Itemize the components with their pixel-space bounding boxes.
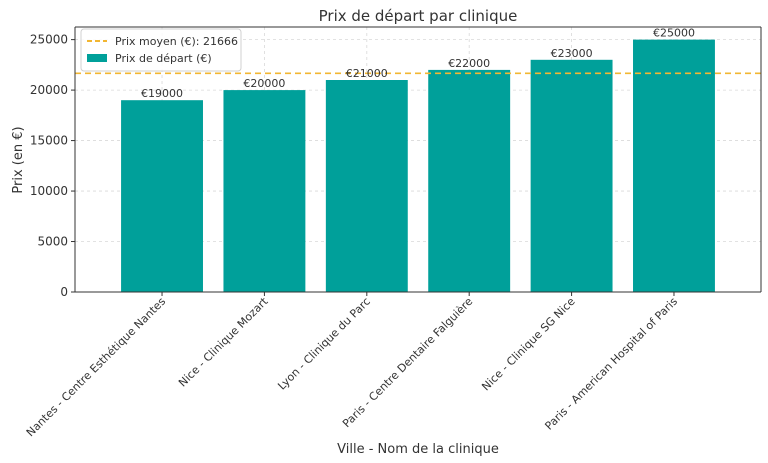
- y-tick-label: 15000: [30, 134, 68, 148]
- chart-title: Prix de départ par clinique: [319, 7, 518, 25]
- bar: [428, 69, 511, 293]
- y-tick-label: 0: [60, 285, 68, 299]
- y-tick-label: 10000: [30, 184, 68, 198]
- bar: [121, 100, 203, 292]
- x-tick-label: Nice - Clinique Mozart: [176, 294, 271, 389]
- bar-value-label: €25000: [653, 27, 695, 40]
- legend: Prix moyen (€): 21666 Prix de départ (€): [80, 28, 242, 72]
- bar-value-label: €20000: [243, 77, 285, 90]
- x-axis-label: Ville - Nom de la clinique: [337, 442, 499, 457]
- bar-labels: €19000 €20000 €21000 €22000 €23000 €25000: [141, 27, 695, 101]
- y-tick-label: 5000: [37, 235, 68, 249]
- bars: [121, 39, 715, 293]
- y-tick-label: 20000: [30, 83, 68, 97]
- x-tick-label: Lyon - Clinique du Parc: [275, 295, 373, 393]
- x-tick-label: Nice - Clinique SG Nice: [479, 295, 578, 394]
- bar-value-label: €22000: [448, 57, 490, 70]
- bar: [325, 80, 408, 292]
- legend-bar-swatch: [87, 54, 107, 62]
- legend-bar-label: Prix de départ (€): [115, 52, 212, 65]
- x-tick-label: Nantes - Centre Esthétique Nantes: [24, 295, 168, 439]
- legend-box: [80, 28, 242, 72]
- x-ticks: Nantes - Centre Esthétique Nantes Nice - …: [24, 292, 680, 439]
- legend-average-label: Prix moyen (€): 21666: [115, 35, 238, 48]
- bar: [530, 59, 613, 292]
- y-axis-label: Prix (en €): [11, 126, 26, 193]
- axes: [74, 26, 762, 293]
- bar-value-label: €21000: [346, 67, 388, 80]
- bar: [633, 39, 715, 292]
- bar: [223, 90, 306, 292]
- y-ticks: 0 5000 10000 15000 20000 25000: [30, 33, 75, 299]
- y-tick-label: 25000: [30, 33, 68, 47]
- bar-value-label: €19000: [141, 87, 183, 100]
- bar-value-label: €23000: [551, 47, 593, 60]
